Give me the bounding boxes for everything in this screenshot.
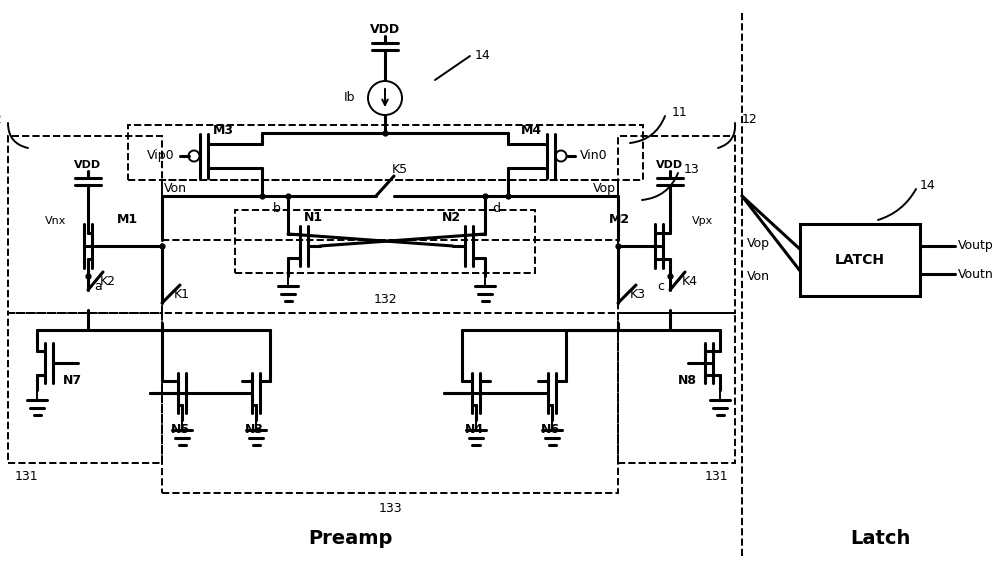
Text: N2: N2 (442, 211, 461, 224)
Bar (128, 125, 643, 180)
Text: Vop: Vop (593, 182, 616, 195)
Text: a: a (94, 280, 102, 293)
Text: M3: M3 (213, 124, 234, 137)
Text: N1: N1 (304, 211, 323, 224)
Text: N6: N6 (540, 423, 560, 436)
Text: K5: K5 (392, 164, 408, 177)
Text: d: d (492, 202, 500, 215)
Text: c: c (657, 280, 664, 293)
Text: 14: 14 (920, 179, 936, 193)
Text: VDD: VDD (370, 23, 400, 36)
Text: Voutp: Voutp (958, 239, 994, 252)
Bar (162, 180, 618, 240)
Text: Vpx: Vpx (692, 216, 713, 226)
Text: 11: 11 (672, 106, 688, 119)
Text: 12: 12 (0, 114, 2, 127)
Text: N4: N4 (464, 423, 484, 436)
Text: Von: Von (747, 270, 770, 283)
Bar (162, 313, 618, 493)
Text: Vip0: Vip0 (147, 149, 175, 162)
Text: K4: K4 (682, 275, 698, 289)
Text: Ib: Ib (344, 91, 355, 105)
Bar (8, 136, 162, 313)
Text: Vnx: Vnx (45, 216, 66, 226)
Text: N5: N5 (170, 423, 190, 436)
Text: 131: 131 (704, 470, 728, 482)
Text: LATCH: LATCH (835, 253, 885, 267)
Bar (800, 224, 920, 296)
Text: VDD: VDD (74, 160, 102, 170)
Text: 12: 12 (742, 114, 758, 127)
Bar (235, 210, 535, 273)
Text: Vin0: Vin0 (580, 149, 608, 162)
Text: K3: K3 (630, 289, 646, 302)
Bar (8, 313, 162, 463)
Text: 14: 14 (475, 49, 491, 62)
Text: 133: 133 (378, 502, 402, 515)
Text: Von: Von (164, 182, 187, 195)
Text: 131: 131 (15, 470, 39, 482)
Text: N3: N3 (244, 423, 264, 436)
Text: N7: N7 (63, 374, 82, 387)
Text: VDD: VDD (656, 160, 684, 170)
Text: 132: 132 (373, 294, 397, 307)
Text: N8: N8 (678, 374, 697, 387)
Text: M4: M4 (521, 124, 542, 137)
Text: M2: M2 (609, 214, 630, 227)
Text: 13: 13 (684, 164, 700, 177)
Text: K1: K1 (174, 289, 190, 302)
Text: Preamp: Preamp (308, 528, 392, 548)
Text: b: b (273, 202, 281, 215)
Text: K2: K2 (100, 275, 116, 289)
Text: Voutn: Voutn (958, 268, 994, 281)
Text: Vop: Vop (747, 237, 770, 250)
Text: M1: M1 (117, 214, 138, 227)
Bar (618, 313, 735, 463)
Bar (618, 136, 735, 313)
Text: Latch: Latch (850, 528, 910, 548)
